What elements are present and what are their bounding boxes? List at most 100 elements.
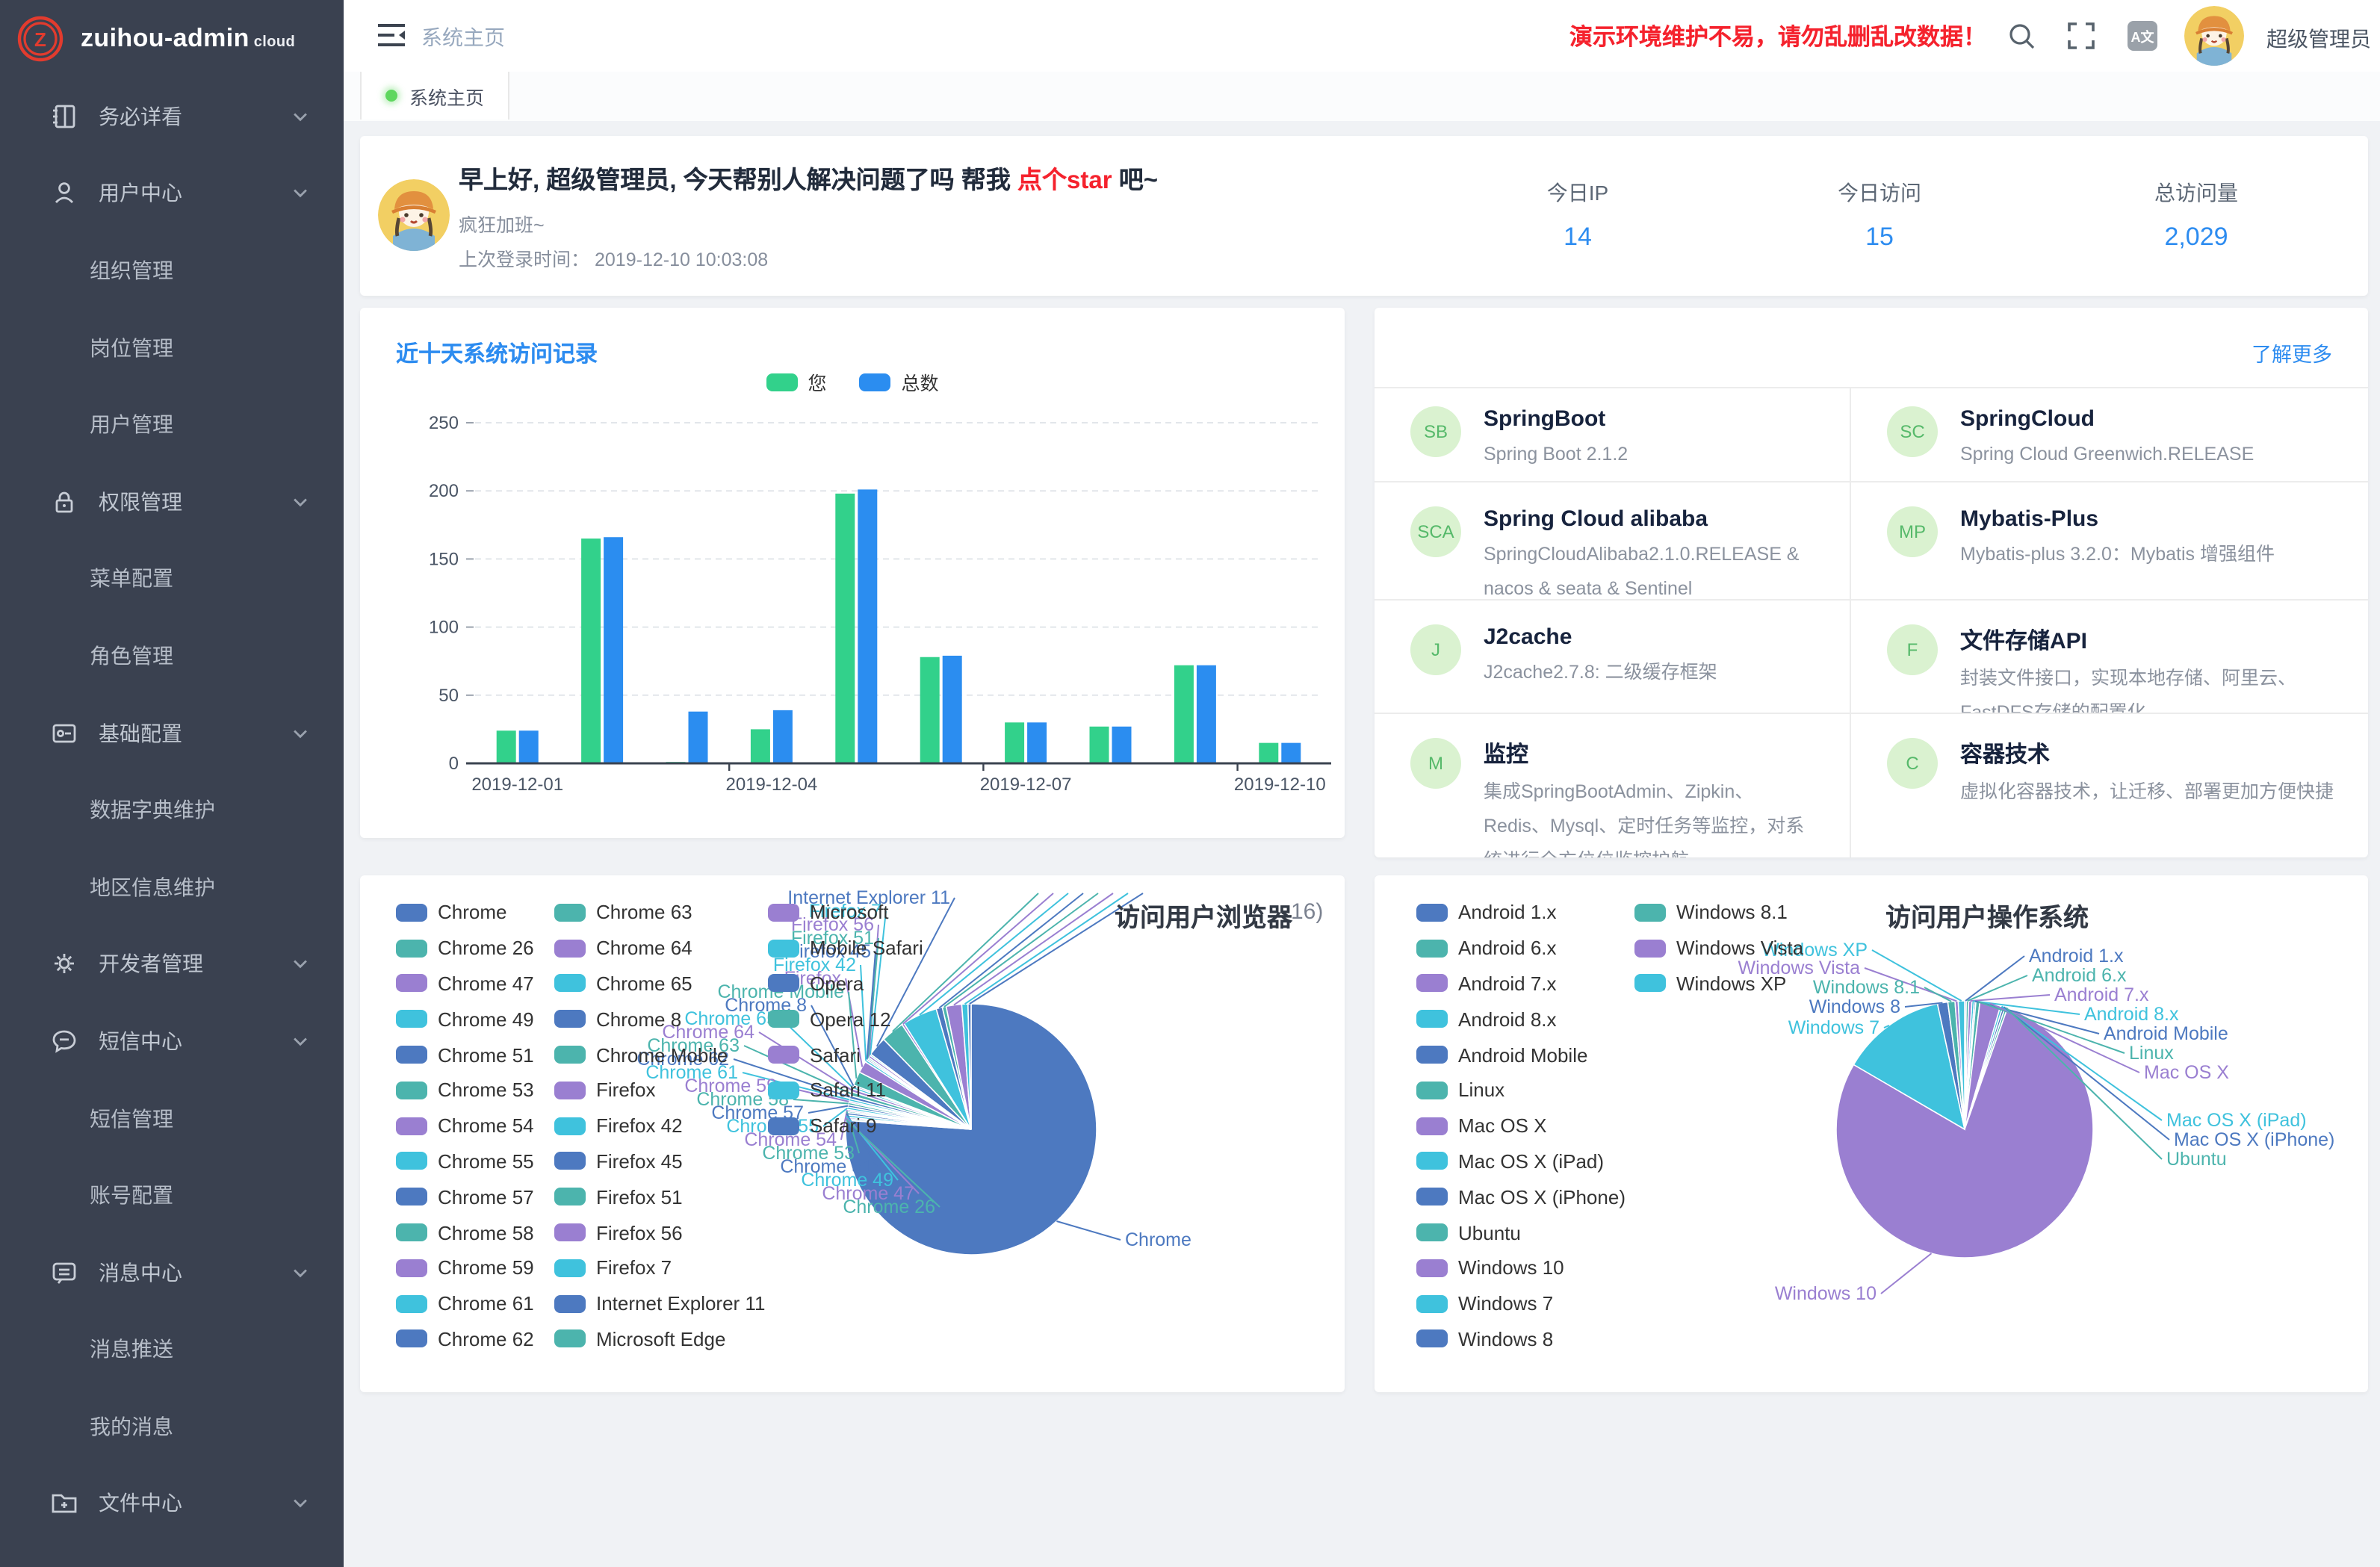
sidebar-subitem[interactable]: 角色管理: [0, 617, 344, 694]
legend-item-Chrome 54[interactable]: Chrome 54: [396, 1108, 534, 1144]
legend-item-Chrome 51[interactable]: Chrome 51: [396, 1037, 534, 1073]
sidebar-subitem[interactable]: 地区信息维护: [0, 848, 344, 925]
tab-system-home[interactable]: 系统主页: [360, 72, 509, 120]
legend-item-Firefox 45[interactable]: Firefox 45: [554, 1144, 765, 1179]
legend-item-Microsoft Edge[interactable]: Microsoft Edge: [554, 1321, 765, 1357]
legend-item-Chrome 53[interactable]: Chrome 53: [396, 1073, 534, 1108]
legend-item-Safari[interactable]: Safari: [768, 1037, 923, 1073]
stat-value[interactable]: 2,029: [2077, 223, 2316, 252]
sidebar-item-8[interactable]: 文件中心: [0, 1465, 344, 1542]
stat-value[interactable]: 14: [1458, 223, 1697, 252]
legend-item-Ubuntu[interactable]: Ubuntu: [1416, 1214, 1626, 1250]
legend-item-Safari 9[interactable]: Safari 9: [768, 1108, 923, 1144]
svg-text:2019-12-01: 2019-12-01: [471, 775, 563, 795]
tab-label: 系统主页: [409, 81, 484, 110]
legend-item-Opera 12[interactable]: Opera 12: [768, 1002, 923, 1037]
sidebar-item-3[interactable]: 权限管理: [0, 463, 344, 540]
legend-item-Chrome 64[interactable]: Chrome 64: [554, 931, 765, 966]
legend-item-Windows 8[interactable]: Windows 8: [1416, 1321, 1626, 1357]
legend-item-Microsoft[interactable]: Microsoft: [768, 895, 923, 931]
sidebar-subitem[interactable]: 组织管理: [0, 232, 344, 308]
browser-pie-title: 访问用户浏览器: [1115, 896, 1292, 934]
sidebar-subitem[interactable]: 消息推送: [0, 1311, 344, 1388]
sidebar-subitem-label: 组织管理: [90, 255, 173, 285]
legend-item-Chrome 59[interactable]: Chrome 59: [396, 1250, 534, 1286]
legend-item-Safari 11[interactable]: Safari 11: [768, 1073, 923, 1108]
legend-chip: [396, 1117, 427, 1135]
legend-chip: [396, 1294, 427, 1312]
sidebar-item-7[interactable]: 消息中心: [0, 1234, 344, 1311]
folder-plus-icon: [49, 1489, 79, 1518]
legend-item-Mobile Safari[interactable]: Mobile Safari: [768, 931, 923, 966]
learn-more-link[interactable]: 了解更多: [2252, 338, 2332, 367]
tech-title: 文件存储API: [1960, 624, 2338, 656]
legend-item-Windows 8.1[interactable]: Windows 8.1: [1634, 895, 1803, 931]
fullscreen-icon[interactable]: [2066, 21, 2096, 51]
legend-item-Firefox[interactable]: Firefox: [554, 1073, 765, 1108]
sidebar-item-4[interactable]: 基础配置: [0, 695, 344, 772]
legend-item-Firefox 51[interactable]: Firefox 51: [554, 1179, 765, 1215]
legend-item-Opera[interactable]: Opera: [768, 966, 923, 1002]
sidebar-item-label: 文件中心: [99, 1489, 182, 1518]
legend-item-Chrome 57[interactable]: Chrome 57: [396, 1179, 534, 1215]
sidebar-item-6[interactable]: 短信中心: [0, 1002, 344, 1079]
svg-text:150: 150: [429, 549, 459, 569]
legend-chip: [554, 1188, 586, 1206]
collapse-menu-icon[interactable]: [376, 22, 406, 48]
sidebar-item-1[interactable]: 务必详看: [0, 78, 344, 155]
legend-item-Android 1.x[interactable]: Android 1.x: [1416, 895, 1626, 931]
language-icon[interactable]: A文: [2128, 21, 2157, 51]
legend-item-Mac OS X (iPad)[interactable]: Mac OS X (iPad): [1416, 1144, 1626, 1179]
sidebar-subitem-label: 消息推送: [90, 1335, 173, 1365]
legend-item-Chrome 26[interactable]: Chrome 26: [396, 931, 534, 966]
breadcrumb[interactable]: 系统主页: [421, 22, 505, 52]
legend-item-Chrome Mobile[interactable]: Chrome Mobile: [554, 1037, 765, 1073]
legend-item-Linux[interactable]: Linux: [1416, 1073, 1626, 1108]
legend-item-Windows 7[interactable]: Windows 7: [1416, 1286, 1626, 1322]
legend-item-Chrome 63[interactable]: Chrome 63: [554, 895, 765, 931]
legend-item-Internet Explorer 11[interactable]: Internet Explorer 11: [554, 1286, 765, 1322]
sidebar-subitem[interactable]: 用户管理: [0, 386, 344, 463]
sidebar-subitem[interactable]: 岗位管理: [0, 309, 344, 386]
legend-item-Chrome 65[interactable]: Chrome 65: [554, 966, 765, 1002]
legend-item-Android 8.x[interactable]: Android 8.x: [1416, 1002, 1626, 1037]
user-avatar[interactable]: [2184, 6, 2244, 66]
legend-item-Chrome 47[interactable]: Chrome 47: [396, 966, 534, 1002]
svg-text:Z: Z: [34, 28, 46, 51]
legend-item-Chrome[interactable]: Chrome: [396, 895, 534, 931]
legend-item-Windows Vista[interactable]: Windows Vista: [1634, 931, 1803, 966]
legend-item-Chrome 62[interactable]: Chrome 62: [396, 1321, 534, 1357]
legend-chip: [396, 904, 427, 922]
legend-item-Firefox 56[interactable]: Firefox 56: [554, 1214, 765, 1250]
legend-item-Firefox 7[interactable]: Firefox 7: [554, 1250, 765, 1286]
legend-item-Firefox 42[interactable]: Firefox 42: [554, 1108, 765, 1144]
legend-chip: [396, 1152, 427, 1170]
sidebar-subitem[interactable]: 数据字典维护: [0, 772, 344, 848]
legend-item-Chrome 8[interactable]: Chrome 8: [554, 1002, 765, 1037]
stat-value[interactable]: 15: [1760, 223, 1999, 252]
star-link[interactable]: 点个star: [1017, 167, 1112, 194]
legend-item-Chrome 55[interactable]: Chrome 55: [396, 1144, 534, 1179]
legend-item-Chrome 61[interactable]: Chrome 61: [396, 1286, 534, 1322]
legend-item-Windows 10[interactable]: Windows 10: [1416, 1250, 1626, 1286]
legend-chip: [396, 1223, 427, 1241]
sidebar-item-5[interactable]: 开发者管理: [0, 925, 344, 1002]
sidebar-item-2[interactable]: 用户中心: [0, 155, 344, 232]
sidebar-subitem[interactable]: 账号配置: [0, 1157, 344, 1234]
legend-item-Android 6.x[interactable]: Android 6.x: [1416, 931, 1626, 966]
legend-chip: [768, 1117, 799, 1135]
legend-item-Mac OS X[interactable]: Mac OS X: [1416, 1108, 1626, 1144]
legend-item-Chrome 58[interactable]: Chrome 58: [396, 1214, 534, 1250]
sidebar-subitem[interactable]: 短信管理: [0, 1079, 344, 1156]
sidebar-subitem[interactable]: 我的消息: [0, 1388, 344, 1465]
search-icon[interactable]: [2006, 21, 2036, 51]
legend-item-Chrome 49[interactable]: Chrome 49: [396, 1002, 534, 1037]
legend-item-Android Mobile[interactable]: Android Mobile: [1416, 1037, 1626, 1073]
tech-avatar: SCA: [1410, 506, 1461, 557]
sidebar: Z zuihou-admincloud 务必详看用户中心组织管理岗位管理用户管理…: [0, 0, 344, 1567]
legend-item-Windows XP[interactable]: Windows XP: [1634, 966, 1803, 1002]
legend-item-Mac OS X (iPhone)[interactable]: Mac OS X (iPhone): [1416, 1179, 1626, 1215]
legend-item-Android 7.x[interactable]: Android 7.x: [1416, 966, 1626, 1002]
username[interactable]: 超级管理员: [2266, 24, 2371, 54]
sidebar-subitem[interactable]: 菜单配置: [0, 540, 344, 617]
